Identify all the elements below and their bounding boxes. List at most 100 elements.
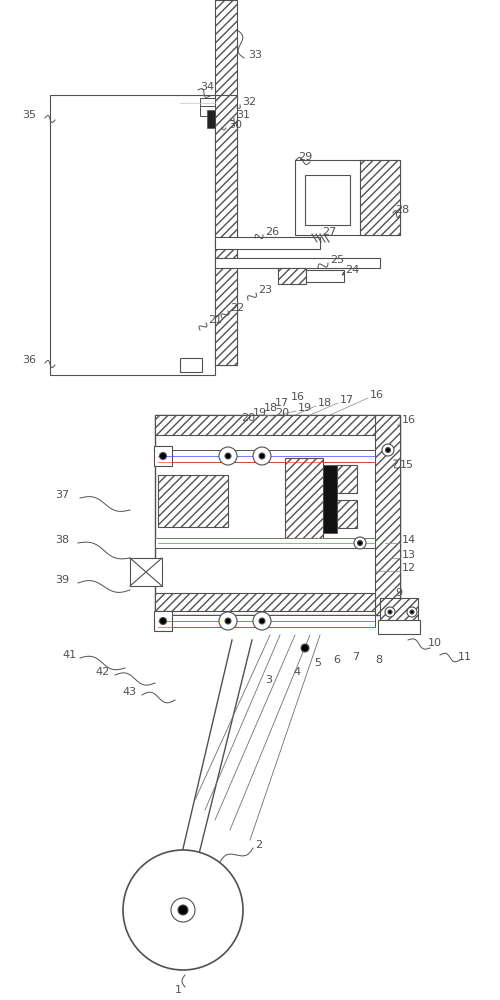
Bar bbox=[375, 415, 400, 615]
Circle shape bbox=[178, 905, 188, 915]
Circle shape bbox=[219, 612, 237, 630]
Text: 22: 22 bbox=[230, 303, 244, 313]
Text: 19: 19 bbox=[253, 408, 267, 418]
Bar bbox=[154, 446, 172, 466]
Text: 11: 11 bbox=[458, 652, 472, 662]
Circle shape bbox=[259, 453, 265, 459]
Circle shape bbox=[388, 610, 392, 614]
Text: 41: 41 bbox=[62, 650, 76, 660]
Bar bbox=[215, 95, 237, 365]
Text: 18: 18 bbox=[318, 398, 332, 408]
Circle shape bbox=[259, 618, 265, 624]
Text: 3: 3 bbox=[265, 675, 272, 685]
Text: 39: 39 bbox=[55, 575, 69, 585]
Text: 12: 12 bbox=[402, 563, 416, 573]
Text: 31: 31 bbox=[236, 110, 250, 120]
Circle shape bbox=[354, 537, 366, 549]
Circle shape bbox=[386, 448, 390, 452]
Text: 23: 23 bbox=[258, 285, 272, 295]
Bar bbox=[285, 458, 323, 543]
Circle shape bbox=[253, 447, 271, 465]
Text: 10: 10 bbox=[428, 638, 442, 648]
Text: 32: 32 bbox=[242, 97, 256, 107]
Circle shape bbox=[171, 898, 195, 922]
Bar bbox=[306, 270, 344, 282]
Circle shape bbox=[385, 607, 395, 617]
Text: 21: 21 bbox=[208, 315, 222, 325]
Bar bbox=[158, 615, 375, 627]
Circle shape bbox=[225, 618, 231, 624]
Bar bbox=[360, 160, 400, 235]
Text: 17: 17 bbox=[275, 398, 289, 408]
Circle shape bbox=[160, 617, 166, 624]
Text: 4: 4 bbox=[293, 667, 300, 677]
Bar bbox=[295, 160, 400, 235]
Text: 13: 13 bbox=[402, 550, 416, 560]
Circle shape bbox=[410, 610, 414, 614]
Text: 2: 2 bbox=[255, 840, 262, 850]
Bar bbox=[130, 558, 162, 586]
Text: 30: 30 bbox=[228, 120, 242, 130]
Text: 19: 19 bbox=[298, 403, 312, 413]
Circle shape bbox=[358, 540, 362, 546]
Bar bbox=[154, 611, 172, 631]
Text: 8: 8 bbox=[375, 655, 382, 665]
Text: 28: 28 bbox=[395, 205, 409, 215]
Circle shape bbox=[219, 447, 237, 465]
Text: 16: 16 bbox=[402, 415, 416, 425]
Text: 33: 33 bbox=[248, 50, 262, 60]
Bar bbox=[378, 620, 420, 634]
Text: 26: 26 bbox=[265, 227, 279, 237]
Bar bbox=[337, 500, 357, 528]
Text: 14: 14 bbox=[402, 535, 416, 545]
Text: 16: 16 bbox=[370, 390, 384, 400]
Text: 20: 20 bbox=[241, 413, 255, 423]
Text: 25: 25 bbox=[330, 255, 344, 265]
Text: 18: 18 bbox=[264, 403, 278, 413]
Text: 20: 20 bbox=[275, 408, 289, 418]
Bar bbox=[155, 593, 375, 611]
Bar bbox=[278, 268, 306, 284]
Bar bbox=[155, 415, 400, 615]
Text: 34: 34 bbox=[200, 82, 214, 92]
Bar bbox=[380, 598, 418, 623]
Bar bbox=[155, 415, 375, 435]
Bar bbox=[215, 0, 237, 365]
Text: 17: 17 bbox=[340, 395, 354, 405]
Circle shape bbox=[160, 452, 166, 460]
Text: 9: 9 bbox=[395, 588, 402, 598]
Bar bbox=[207, 110, 215, 128]
Text: 37: 37 bbox=[55, 490, 69, 500]
Bar bbox=[158, 475, 228, 527]
Text: 5: 5 bbox=[314, 658, 321, 668]
Text: 27: 27 bbox=[322, 227, 336, 237]
Circle shape bbox=[123, 850, 243, 970]
Text: 16: 16 bbox=[291, 392, 305, 402]
Circle shape bbox=[225, 453, 231, 459]
Text: 36: 36 bbox=[22, 355, 36, 365]
Circle shape bbox=[382, 444, 394, 456]
Circle shape bbox=[407, 607, 417, 617]
Bar bbox=[200, 106, 215, 116]
Circle shape bbox=[253, 612, 271, 630]
Bar bbox=[215, 237, 320, 249]
Text: 1: 1 bbox=[175, 985, 182, 995]
Bar bbox=[305, 175, 350, 225]
Bar bbox=[337, 465, 357, 493]
Bar bbox=[158, 450, 375, 462]
Text: 24: 24 bbox=[345, 265, 359, 275]
Bar bbox=[215, 258, 380, 268]
Text: 7: 7 bbox=[352, 652, 359, 662]
Bar bbox=[200, 98, 215, 106]
Text: 38: 38 bbox=[55, 535, 69, 545]
Text: 35: 35 bbox=[22, 110, 36, 120]
Text: 29: 29 bbox=[298, 152, 312, 162]
Bar bbox=[50, 95, 215, 375]
Bar bbox=[155, 538, 375, 548]
Circle shape bbox=[301, 644, 309, 652]
Text: 42: 42 bbox=[95, 667, 109, 677]
Text: 43: 43 bbox=[122, 687, 136, 697]
Bar bbox=[323, 465, 337, 533]
Bar bbox=[180, 358, 202, 372]
Text: 6: 6 bbox=[333, 655, 340, 665]
